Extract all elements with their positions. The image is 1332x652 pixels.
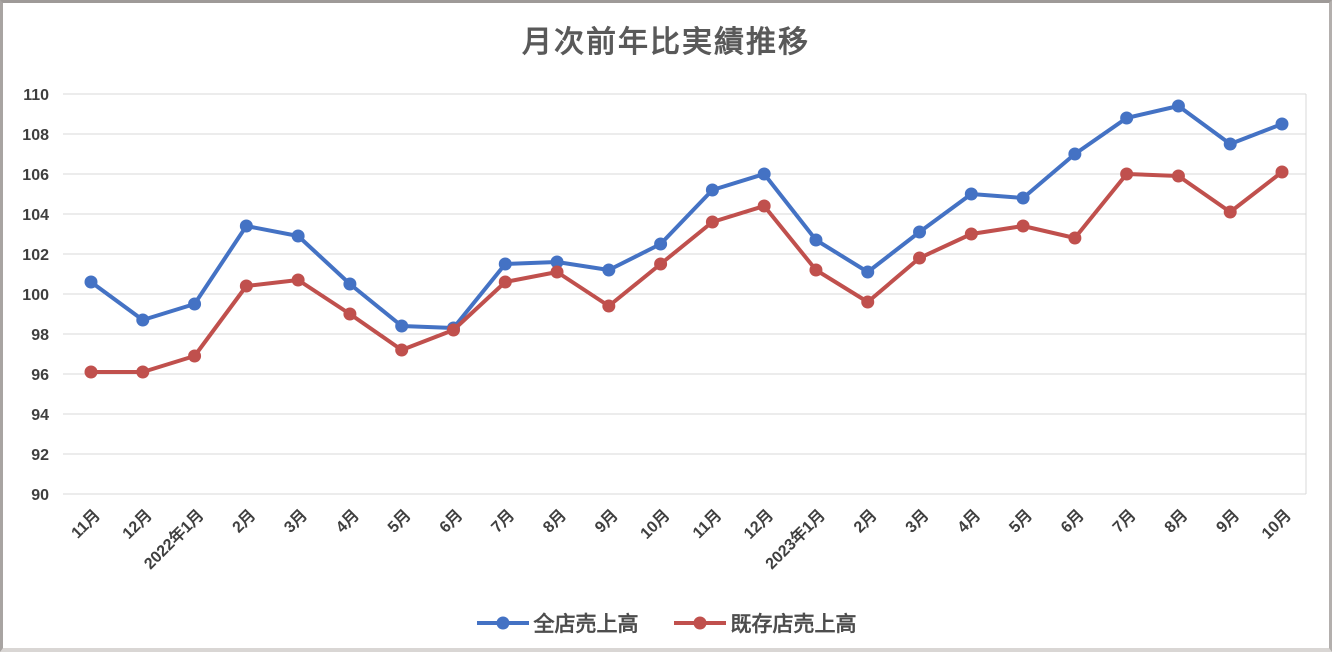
data-point-marker — [1171, 99, 1185, 113]
data-point-marker — [1275, 117, 1289, 131]
legend-item-all-stores: 全店売上高 — [476, 608, 639, 638]
data-point-marker — [913, 225, 927, 239]
data-point-marker — [1120, 167, 1134, 181]
data-point-marker — [602, 263, 616, 277]
x-axis-tick-label: 7月 — [1109, 506, 1139, 536]
data-point-marker — [84, 365, 98, 379]
data-point-marker — [239, 219, 253, 233]
data-point-marker — [654, 237, 668, 251]
data-point-marker — [84, 275, 98, 289]
x-axis-tick-label: 4月 — [954, 506, 984, 536]
x-axis-tick-label: 2月 — [229, 506, 259, 536]
data-point-marker — [705, 215, 719, 229]
x-axis-tick-label: 9月 — [591, 506, 621, 536]
data-point-marker — [757, 167, 771, 181]
chart-title: 月次前年比実績推移 — [522, 26, 810, 59]
data-point-marker — [1171, 169, 1185, 183]
data-point-marker — [136, 313, 150, 327]
x-axis-tick-label: 8月 — [540, 506, 570, 536]
data-point-marker — [964, 227, 978, 241]
data-point-marker — [1016, 219, 1030, 233]
data-point-marker — [291, 229, 305, 243]
x-axis-tick-label: 11月 — [689, 506, 725, 542]
data-point-marker — [861, 295, 875, 309]
x-axis-tick-label: 10月 — [637, 506, 674, 543]
x-axis-tick-label: 5月 — [1006, 506, 1036, 536]
x-axis-tick-label: 6月 — [436, 506, 466, 536]
data-point-marker — [498, 257, 512, 271]
data-point-marker — [1016, 191, 1030, 205]
data-point-marker — [654, 257, 668, 271]
data-point-marker — [395, 319, 409, 333]
legend-label-existing-stores: 既存店売上高 — [730, 613, 857, 636]
data-point-marker — [757, 199, 771, 213]
data-point-marker — [498, 275, 512, 289]
y-axis-tick-label: 106 — [22, 167, 49, 184]
data-point-marker — [1068, 231, 1082, 245]
x-axis-tick-label: 7月 — [488, 506, 518, 536]
x-axis-tick-label: 6月 — [1057, 506, 1087, 536]
data-point-marker — [188, 349, 202, 363]
data-point-marker — [343, 307, 357, 321]
data-point-marker — [188, 297, 202, 311]
data-point-marker — [395, 343, 409, 357]
data-point-marker — [291, 273, 305, 287]
line-marker-icon — [673, 616, 726, 630]
data-point-marker — [809, 263, 823, 277]
x-axis-tick-label: 9月 — [1213, 506, 1243, 536]
legend: 全店売上高 既存店売上高 — [3, 608, 1329, 638]
x-axis-tick-label: 12月 — [740, 506, 777, 543]
data-point-marker — [1275, 165, 1289, 179]
data-point-marker — [964, 187, 978, 201]
y-axis-tick-label: 100 — [22, 287, 49, 304]
data-point-marker — [1068, 147, 1082, 161]
data-point-marker — [1223, 205, 1237, 219]
series-line — [89, 104, 1284, 330]
x-axis-tick-label: 2月 — [850, 506, 880, 536]
x-axis-tick-label: 8月 — [1161, 506, 1191, 536]
y-axis-tick-label: 98 — [31, 327, 49, 344]
x-axis-tick-label: 11月 — [68, 506, 104, 542]
data-point-marker — [705, 183, 719, 197]
data-point-marker — [446, 323, 460, 337]
x-axis-tick-label: 3月 — [281, 506, 311, 536]
y-axis-tick-label: 90 — [31, 487, 49, 504]
series-line — [89, 170, 1284, 374]
y-axis-tick-label: 110 — [23, 87, 49, 104]
x-axis-tick-label: 12月 — [119, 506, 156, 543]
data-point-marker — [809, 233, 823, 247]
line-marker-icon — [476, 616, 529, 630]
data-point-marker — [239, 279, 253, 293]
x-axis-tick-label: 5月 — [384, 506, 414, 536]
legend-item-existing-stores: 既存店売上高 — [673, 608, 857, 638]
x-axis-tick-label: 10月 — [1258, 506, 1295, 543]
x-axis-tick-label: 4月 — [332, 506, 362, 536]
data-point-marker — [136, 365, 150, 379]
data-point-marker — [1120, 111, 1134, 125]
data-point-marker — [343, 277, 357, 291]
data-point-marker — [913, 251, 927, 265]
x-axis-tick-label: 3月 — [902, 506, 932, 536]
y-axis-tick-label: 104 — [22, 207, 49, 224]
y-axis-tick-label: 92 — [31, 447, 49, 464]
y-axis-tick-label: 108 — [22, 127, 49, 144]
data-point-marker — [550, 255, 564, 269]
data-point-marker — [1223, 137, 1237, 151]
legend-label-all-stores: 全店売上高 — [533, 613, 639, 636]
data-point-marker — [861, 265, 875, 279]
y-axis-tick-label: 102 — [22, 247, 49, 264]
y-axis-tick-label: 96 — [31, 367, 49, 384]
data-point-marker — [602, 299, 616, 313]
y-axis-tick-label: 94 — [31, 407, 49, 424]
data-point-marker — [550, 265, 564, 279]
